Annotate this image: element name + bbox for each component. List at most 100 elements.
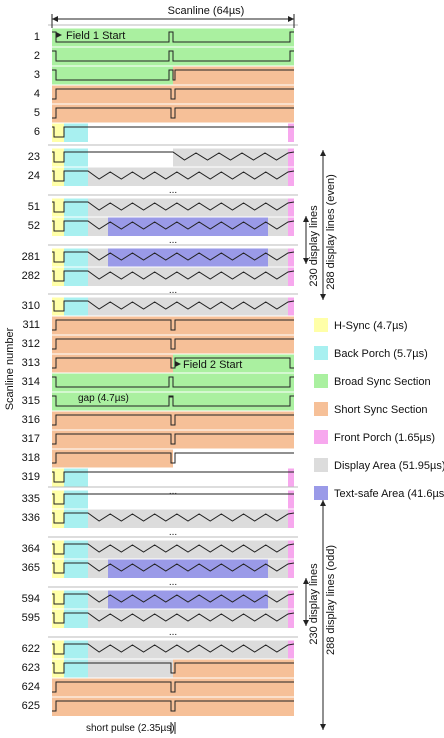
front-porch bbox=[288, 248, 294, 267]
arrow-head-right bbox=[288, 16, 294, 22]
video-waveform bbox=[52, 493, 294, 505]
scanline-number-312: 312 bbox=[22, 338, 40, 350]
back-porch bbox=[64, 490, 88, 509]
short-sync-section bbox=[52, 85, 294, 104]
display-288-odd-arrow-head bbox=[320, 500, 326, 506]
scanline-row-6: 6 bbox=[34, 122, 294, 142]
gap-label: gap (4.7µs) bbox=[78, 393, 129, 404]
video-waveform bbox=[52, 151, 295, 163]
scanline-row-623: 623 bbox=[22, 658, 294, 678]
scanline-rows: 1234562324...5152...281282...31031131231… bbox=[22, 24, 298, 716]
text-safe-area bbox=[108, 248, 268, 267]
sync-waveform bbox=[52, 376, 294, 388]
ellipsis: ... bbox=[169, 627, 177, 638]
ellipsis: ... bbox=[169, 577, 177, 588]
ellipsis: ... bbox=[169, 285, 177, 296]
scanline-row-365: 365 bbox=[22, 558, 295, 578]
scanline-row-622: 622 bbox=[22, 639, 295, 659]
display-230-even-arrow-head bbox=[303, 258, 309, 264]
display-area bbox=[88, 659, 173, 678]
scanline-number-52: 52 bbox=[28, 220, 40, 232]
display-288-odd-arrow-head bbox=[320, 724, 326, 730]
front-porch bbox=[288, 217, 294, 236]
back-porch bbox=[64, 590, 88, 609]
short-sync-section bbox=[52, 104, 294, 123]
front-porch bbox=[288, 640, 294, 659]
legend-item: Display Area (51.95µs) bbox=[314, 458, 444, 472]
scanline-row-595: 595 bbox=[22, 608, 295, 628]
field1-start-label: Field 1 Start bbox=[66, 30, 125, 42]
short-sync-section bbox=[173, 66, 294, 85]
legend-item: Broad Sync Section bbox=[314, 374, 431, 388]
back-porch bbox=[64, 297, 88, 316]
text-safe-area bbox=[108, 559, 268, 578]
legend-label: Display Area (51.95µs) bbox=[334, 460, 444, 472]
front-porch bbox=[288, 490, 294, 509]
display-area bbox=[88, 509, 288, 528]
display-area bbox=[88, 640, 288, 659]
short-sync-section bbox=[52, 697, 294, 716]
back-porch bbox=[64, 248, 88, 267]
scanline-row-23: 23 bbox=[28, 147, 295, 167]
short-sync-section bbox=[52, 316, 294, 335]
scanline-number-595: 595 bbox=[22, 612, 40, 624]
sync-waveform bbox=[52, 357, 294, 369]
video-waveform bbox=[52, 512, 295, 524]
sync-waveform bbox=[52, 414, 294, 426]
sync-waveform bbox=[52, 433, 294, 445]
scanline-row-315: 315 bbox=[22, 391, 294, 411]
legend-label: Back Porch (5.7µs) bbox=[334, 348, 428, 360]
scanline-number-317: 317 bbox=[22, 433, 40, 445]
scanline-number-336: 336 bbox=[22, 512, 40, 524]
scanline-row-52: 52 bbox=[28, 216, 295, 236]
legend-label: Broad Sync Section bbox=[334, 376, 431, 388]
front-porch bbox=[288, 559, 294, 578]
scanline-row-594: 594 bbox=[22, 589, 295, 609]
video-waveform bbox=[52, 643, 295, 655]
front-porch bbox=[288, 540, 294, 559]
back-porch bbox=[64, 217, 88, 236]
scanline-number-23: 23 bbox=[28, 151, 40, 163]
sync-waveform bbox=[52, 395, 294, 407]
display-230-odd-arrow-head bbox=[303, 620, 309, 626]
scanline-number-6: 6 bbox=[34, 126, 40, 138]
front-porch bbox=[288, 468, 294, 487]
scanline-row-318: 318 bbox=[22, 448, 294, 468]
short-pulse-label: short pulse (2.35µs) bbox=[86, 723, 175, 734]
display-odd-label: 288 display lines (odd) bbox=[325, 545, 337, 655]
video-waveform bbox=[52, 270, 295, 282]
front-porch bbox=[288, 148, 294, 167]
ellipsis: ... bbox=[169, 185, 177, 196]
ellipsis: ... bbox=[169, 486, 177, 497]
legend-label: Front Porch (1.65µs) bbox=[334, 432, 435, 444]
broad-sync-section bbox=[52, 66, 173, 85]
scanline-row-316: 316 bbox=[22, 410, 294, 430]
back-porch bbox=[64, 167, 88, 186]
front-porch bbox=[288, 609, 294, 628]
display-area bbox=[88, 540, 288, 559]
front-porch bbox=[288, 167, 294, 186]
display-area bbox=[88, 198, 288, 217]
scanline-number-310: 310 bbox=[22, 300, 40, 312]
scanline-number-365: 365 bbox=[22, 562, 40, 574]
sync-waveform bbox=[52, 700, 294, 712]
scanline-row-317: 317 bbox=[22, 429, 294, 449]
legend-item: H-Sync (4.7µs) bbox=[314, 318, 408, 332]
scanline-number-24: 24 bbox=[28, 170, 40, 182]
annotations: Field 1 Start Field 2 Start gap (4.7µs) sho… bbox=[51, 14, 337, 734]
text-safe-area bbox=[108, 590, 268, 609]
scanline-row-51: 51 bbox=[28, 197, 295, 217]
sync-waveform bbox=[52, 452, 294, 464]
display-area bbox=[173, 148, 288, 167]
display-230-odd-arrow-head bbox=[303, 578, 309, 584]
video-waveform bbox=[52, 593, 295, 605]
sync-waveform bbox=[52, 338, 294, 350]
scanline-number-axis-label: Scanline number bbox=[4, 327, 16, 410]
legend-label: H-Sync (4.7µs) bbox=[334, 320, 408, 332]
sync-waveform bbox=[52, 107, 294, 119]
scanline-row-311: 311 bbox=[22, 315, 294, 335]
display-area bbox=[88, 167, 288, 186]
legend-swatch bbox=[314, 486, 328, 500]
legend-label: Short Sync Section bbox=[334, 404, 428, 416]
